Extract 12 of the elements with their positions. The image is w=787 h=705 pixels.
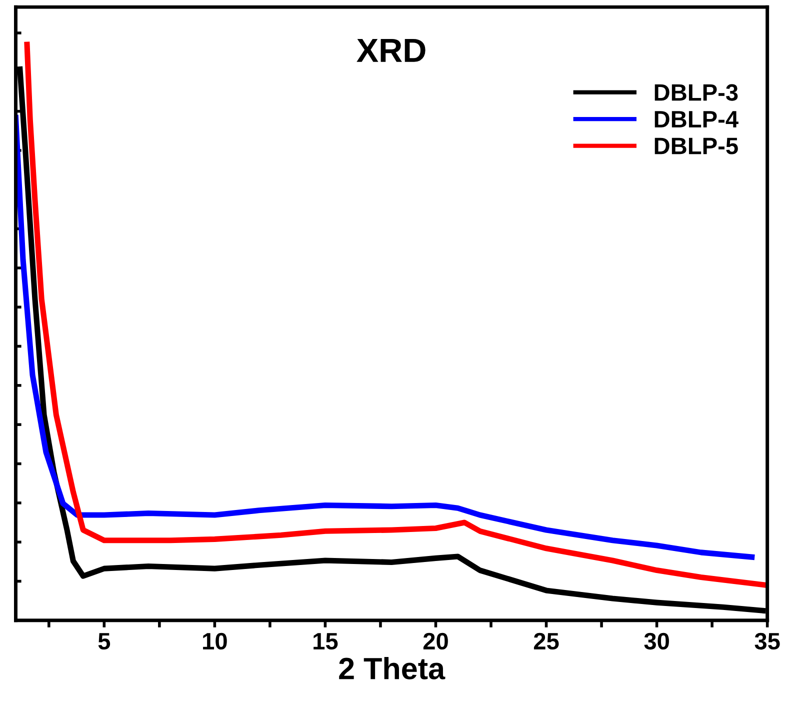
chart-title: XRD [356,38,426,62]
legend-label: DBLP-5 [654,138,738,154]
x-tick-label: 20 [423,632,448,650]
legend-label: DBLP-4 [654,111,738,128]
x-tick-label: 30 [644,632,669,650]
legend-label: DBLP-3 [654,84,738,101]
x-tick-label: 35 [754,632,780,650]
x-tick-label: 15 [314,633,338,650]
x-tick-label: 10 [203,632,227,650]
x-axis-title: 2 Theta [339,656,446,680]
x-tick-label: 5 [98,633,110,650]
x-tick-label: 25 [534,632,559,650]
